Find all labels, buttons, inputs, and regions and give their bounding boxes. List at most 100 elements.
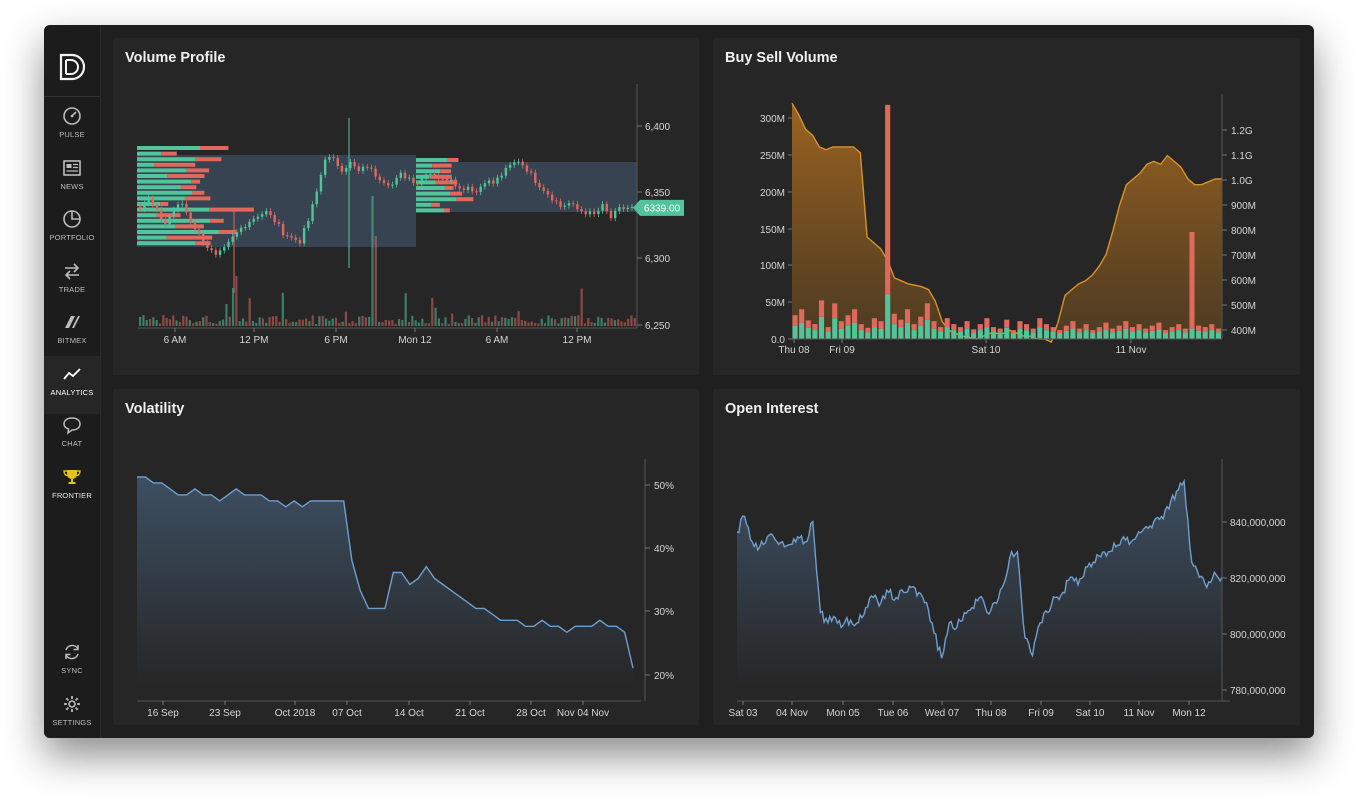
buy-bar: [944, 327, 950, 339]
open-interest-chart[interactable]: 840,000,000 820,000,000 800,000,000 780,000…: [713, 389, 1300, 725]
sell-bar: [1169, 327, 1175, 332]
sidebar-item-sync[interactable]: SYNC: [44, 634, 100, 692]
candle: [210, 248, 213, 251]
sell-bar: [977, 324, 983, 331]
volume-bar: [308, 321, 311, 326]
candle: [462, 188, 466, 191]
candle: [571, 203, 575, 205]
volume-bar: [560, 318, 563, 326]
series-area: [137, 477, 633, 686]
sell-bar: [1043, 324, 1049, 331]
volume-bar: [145, 320, 148, 326]
buy-bar: [1176, 330, 1182, 339]
buy-bar: [951, 330, 957, 339]
buy-bar: [1057, 333, 1063, 339]
volume-bar: [152, 317, 155, 326]
profile-bar-buy: [137, 241, 196, 246]
sidebar-item-portfolio[interactable]: PORTFOLIO: [44, 201, 100, 259]
volatility-chart[interactable]: 50% 40% 30% 20% 16 Sep 23 Sep Oct 2018 07 Oct 14…: [113, 389, 699, 725]
sell-bar: [832, 303, 838, 319]
y-tick-label: 6,350: [645, 188, 670, 199]
sell-bar: [1057, 330, 1063, 334]
candle: [626, 207, 629, 210]
volume-bar: [454, 321, 457, 326]
sell-bar: [1149, 325, 1155, 331]
app-logo-icon[interactable]: [57, 52, 87, 82]
profile-bar-sell: [186, 168, 210, 173]
volume-bar: [570, 315, 573, 326]
volume-bar: [231, 288, 235, 326]
buy-sell-volume-chart[interactable]: 300M 250M 200M 150M 100M 50M 0.0 1.2G 1.1G 1.0G 90…: [713, 38, 1300, 375]
buy-bar: [898, 327, 904, 339]
volume-bar: [258, 317, 261, 326]
pie-chart-icon: [63, 210, 81, 228]
candle: [403, 172, 407, 179]
x-tick-label: 6 PM: [324, 335, 347, 346]
buy-bar: [904, 322, 911, 339]
candle: [139, 206, 142, 210]
candle: [298, 239, 302, 244]
volume-bar: [198, 321, 201, 326]
volume-bar: [447, 323, 450, 326]
sidebar-item-frontier[interactable]: FRONTIER: [44, 459, 100, 517]
buy-bar: [1037, 327, 1043, 339]
candle: [218, 250, 222, 255]
buy-bar: [1050, 331, 1056, 339]
sidebar-item-chat[interactable]: CHAT: [44, 407, 100, 465]
sidebar-item-bitmex[interactable]: BITMEX: [44, 304, 100, 362]
volume-profile-chart[interactable]: 6,400 6,350 6,300 6,250 6 AM 12 PM 6 PM Mon 12 6…: [113, 38, 699, 375]
profile-bar-buy: [416, 208, 445, 213]
candle: [408, 177, 411, 179]
volume-bar: [384, 319, 387, 326]
x-tick-label: Oct 2018: [275, 708, 316, 719]
open-interest-panel: Open Interest 840,000,000 820,000,000 800,…: [713, 389, 1300, 725]
volume-bar: [192, 323, 195, 326]
buy-bar: [984, 327, 990, 339]
sidebar-item-analytics[interactable]: ANALYTICS: [44, 355, 100, 414]
sell-bar: [1063, 325, 1069, 331]
series-area: [737, 481, 1222, 686]
profile-bar-buy: [416, 197, 457, 202]
volume-bar: [148, 319, 152, 326]
candle: [193, 222, 197, 230]
volume-bar: [633, 318, 636, 326]
sell-bar: [1215, 328, 1221, 333]
candle: [479, 186, 482, 193]
volume-bar: [421, 318, 424, 326]
candle: [500, 175, 503, 178]
y-tick-label: 780,000,000: [1230, 686, 1286, 697]
candle: [504, 167, 508, 176]
candle: [344, 168, 348, 172]
profile-bar-buy: [416, 174, 430, 179]
candle: [534, 172, 537, 183]
sidebar-item-settings[interactable]: SETTINGS: [44, 686, 100, 739]
sell-bar: [944, 318, 950, 328]
candle: [143, 203, 146, 210]
volume-bar: [318, 316, 321, 326]
volume-bar: [590, 322, 593, 326]
volume-bar: [241, 318, 245, 326]
volume-bar: [205, 315, 208, 326]
volume-bar: [298, 319, 301, 326]
buy-bar: [1063, 330, 1069, 339]
sell-bar: [951, 324, 957, 331]
profile-bar-sell: [218, 230, 237, 234]
profile-bar-buy: [137, 224, 176, 229]
candle: [290, 236, 293, 238]
buy-bar: [825, 331, 831, 339]
candle: [332, 157, 335, 159]
candle: [206, 243, 209, 249]
sidebar-item-news[interactable]: NEWS: [44, 150, 100, 208]
volume-bar: [235, 276, 238, 326]
sidebar-item-trade[interactable]: TRADE: [44, 253, 100, 311]
buy-bar: [1143, 332, 1149, 339]
candle: [302, 228, 306, 244]
app-window: PULSE NEWS PORTFOLIO TRADE BITMEX ANALYTICS CH…: [44, 25, 1314, 738]
sell-bar: [911, 324, 917, 331]
sidebar-item-pulse[interactable]: PULSE: [44, 98, 100, 156]
candle: [365, 166, 369, 168]
volume-bar: [391, 319, 394, 326]
volume-bar: [610, 318, 613, 326]
buy-bar: [1070, 328, 1076, 339]
sell-bar: [1116, 325, 1122, 331]
